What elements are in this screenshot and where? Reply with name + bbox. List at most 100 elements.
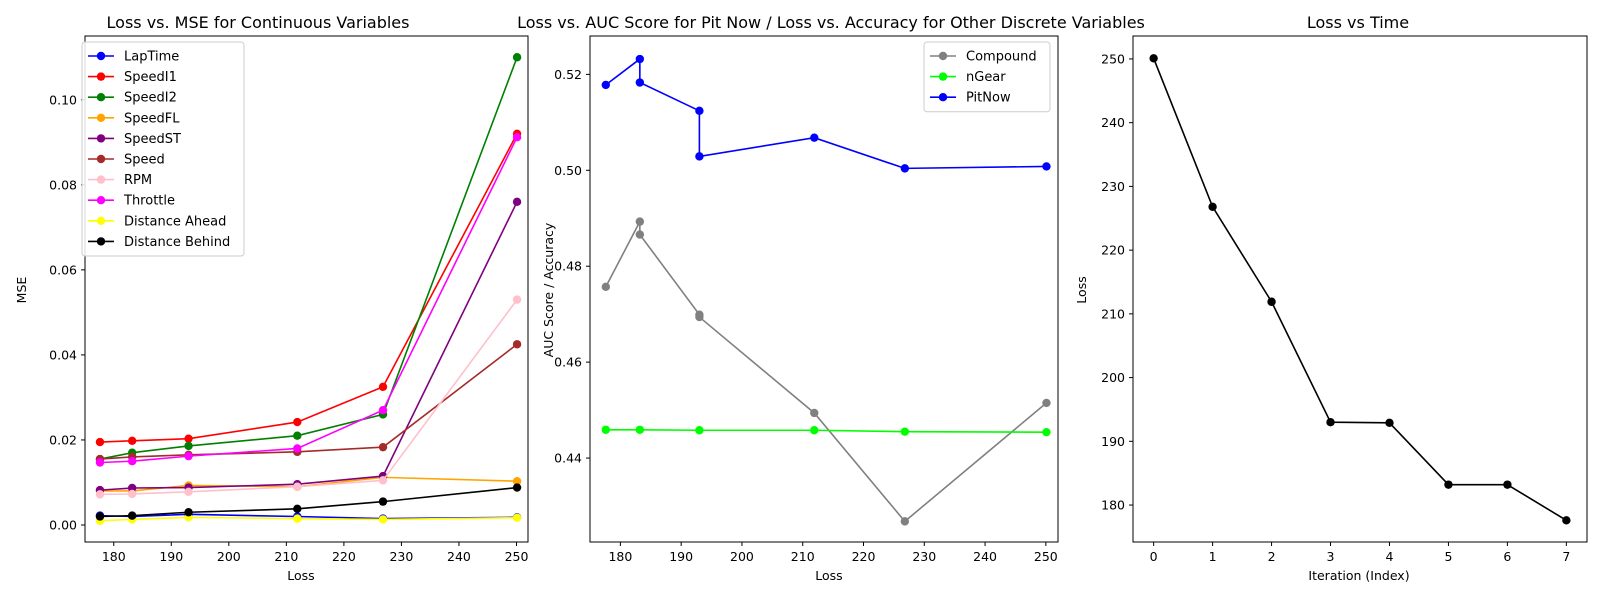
data-point-distance-ahead [293,514,302,523]
y-tick-label: 0.10 [49,92,77,107]
legend-frame [81,41,245,257]
x-tick-label: 6 [1503,549,1511,564]
data-point-rpm [127,489,137,499]
data-point-ngear [1042,427,1051,437]
data-point-pitnow [695,106,704,116]
x-tick-label: 220 [852,549,876,564]
x-tick-label: 200 [730,549,754,564]
legend-label-throttle: Throttle [123,194,175,209]
data-point-pitnow [810,133,819,142]
series-line-speed [99,343,518,460]
legend-marker-speedi2 [96,93,106,102]
legend-marker-rpm [96,175,106,184]
y-tick-label: 0.50 [554,163,582,178]
legend-marker-distance-ahead [96,216,106,225]
data-point-compound [810,408,819,418]
legend-marker-ngear [938,72,948,81]
data-point-compound [601,282,611,292]
series-line-ngear [605,428,1047,433]
data-point-speedi2 [184,441,193,451]
data-point-throttle [184,451,193,461]
mse-chart-title: Loss vs. MSE for Continuous Variables [107,13,410,32]
series-line-distance-behind [99,486,518,518]
series-line-speedi1 [99,133,518,443]
legend-marker-speed [96,154,106,164]
data-point-pitnow [635,54,645,64]
legend-marker-pitnow [938,93,948,102]
data-point-rpm [184,487,193,497]
y-tick-label: 190 [1101,434,1125,449]
series-line-speedi2 [99,56,518,460]
data-point-speedst [512,197,522,207]
data-point-compound [1042,398,1051,408]
data-point-loss [1562,516,1571,525]
data-point-pitnow [635,78,645,87]
legend-label-speed: Speed [124,153,165,168]
data-point-throttle [293,444,302,453]
auc-chart-ylabel: AUC Score / Accuracy [541,222,556,357]
x-tick-label: 190 [159,549,183,564]
mse-chart: Loss vs. MSE for Continuous Variables Lo… [14,13,529,583]
y-tick-label: 0.06 [49,262,77,277]
auc-chart-xlabel: Loss [815,568,842,583]
data-point-rpm [378,476,388,485]
data-point-distance-behind [95,512,105,521]
x-tick-label: 220 [332,549,356,564]
legend-label-distance-ahead: Distance Ahead [124,214,226,229]
data-point-compound [900,517,910,526]
legend-label-speedi2: SpeedI2 [124,91,177,106]
auc-chart-title: Loss vs. AUC Score for Pit Now / Loss vs… [517,13,1145,32]
legend-label-speedfl: SpeedFL [124,111,180,126]
legend-marker-compound [938,51,948,61]
legend-label-pitnow: PitNow [966,91,1011,106]
legend-marker-distance-behind [96,237,106,246]
legend-label-speedst: SpeedST [124,132,181,147]
x-tick-label: 180 [102,549,126,564]
x-tick-label: 0 [1150,549,1158,564]
x-tick-label: 3 [1327,549,1335,564]
data-point-loss [1326,417,1335,427]
data-point-loss [1385,418,1394,428]
data-point-compound [635,217,645,226]
data-point-rpm [512,295,522,304]
data-point-pitnow [601,80,611,90]
data-point-loss [1444,480,1453,489]
y-tick-label: 0.08 [49,177,77,192]
mse-chart-xlabel: Loss [287,568,314,583]
data-point-ngear [601,425,611,434]
legend-marker-speedi1 [96,72,106,81]
y-tick-label: 0.04 [49,347,77,362]
data-point-rpm [293,482,302,491]
data-point-distance-behind [512,483,522,492]
y-tick-label: 0.48 [554,259,582,274]
series-line-distance-ahead [99,516,518,522]
plot-frame [84,35,529,543]
loss-time-xlabel: Iteration (Index) [1308,568,1409,583]
legend-marker-speedfl [96,113,106,123]
series-line-rpm [99,299,518,496]
loss-time-title: Loss vs Time [1307,13,1409,32]
x-tick-label: 210 [274,549,298,564]
legend-marker-throttle [96,196,106,205]
data-point-distance-behind [293,504,302,514]
data-point-compound [695,312,704,322]
legend-label-rpm: RPM [124,173,152,188]
legend-label-compound: Compound [966,50,1037,65]
legend-label-ngear: nGear [966,70,1006,85]
data-point-ngear [695,426,704,435]
data-point-speed [512,340,522,349]
loss-time-ylabel: Loss [1074,276,1089,303]
legend-label-distance-behind: Distance Behind [124,235,230,250]
x-tick-label: 250 [1034,549,1058,564]
y-tick-label: 250 [1101,51,1125,66]
y-tick-label: 0.00 [49,517,77,532]
legend-marker-laptime [96,51,106,61]
x-tick-label: 190 [669,549,693,564]
y-tick-label: 180 [1101,498,1125,513]
data-point-speed [378,442,388,452]
y-tick-label: 0.52 [554,67,582,82]
legend-label-speedi1: SpeedI1 [124,70,177,85]
data-point-throttle [95,458,105,467]
